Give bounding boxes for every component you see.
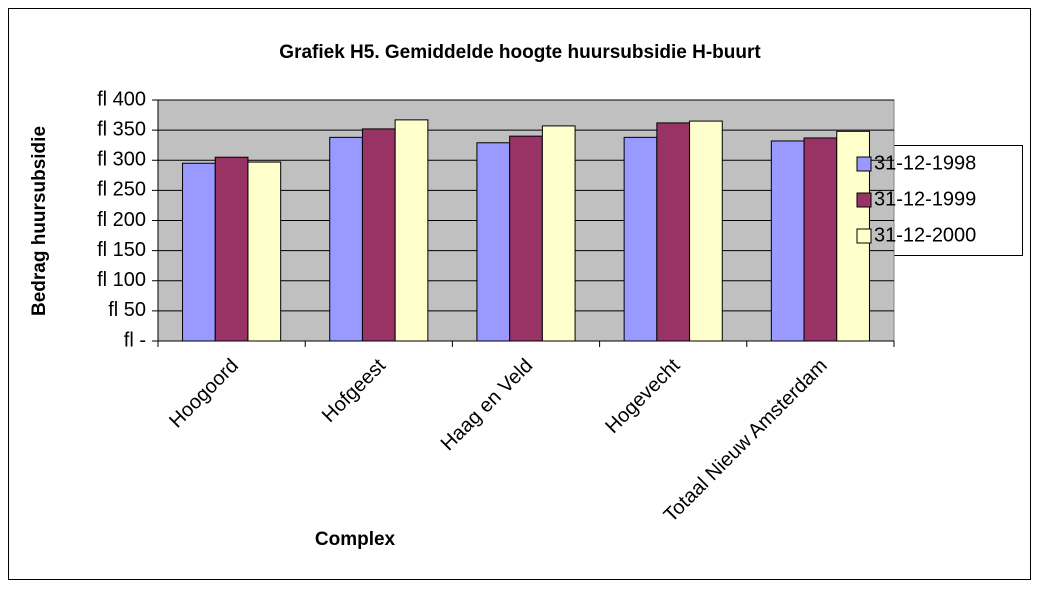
legend-label: 31-12-2000 [874, 224, 976, 246]
bar [541, 125, 576, 342]
bar [214, 156, 249, 342]
bar [656, 122, 691, 342]
y-axis-title: Bedrag huursubsidie [29, 126, 50, 316]
legend-label: 31-12-1999 [874, 188, 976, 210]
legend-swatch [856, 156, 872, 172]
y-tick-label: fl 150 [97, 239, 146, 261]
bar [689, 120, 723, 342]
bar [182, 162, 216, 342]
legend-swatch [856, 228, 872, 244]
y-tick-label: fl 100 [97, 269, 146, 291]
bar [361, 128, 396, 342]
x-axis-title: Complex [315, 529, 396, 550]
y-tick-label: fl 400 [97, 88, 146, 110]
y-tick-label: fl 250 [97, 179, 146, 201]
bar [394, 119, 429, 342]
bar [803, 137, 838, 342]
bar [770, 140, 805, 342]
bar [623, 136, 658, 342]
legend-label: 31-12-1998 [874, 152, 976, 174]
bar [247, 161, 282, 342]
y-tick-label: fl - [124, 329, 146, 351]
chart-title: Grafiek H5. Gemiddelde hoogte huursubsid… [279, 42, 761, 63]
y-tick-label: fl 300 [97, 149, 146, 171]
bar [329, 136, 363, 342]
legend-swatch [856, 192, 872, 208]
y-tick-label: fl 350 [97, 118, 146, 140]
y-tick-label: fl 50 [108, 299, 146, 321]
y-tick-label: fl 200 [97, 209, 146, 231]
bar [476, 142, 511, 342]
bar [509, 135, 543, 342]
